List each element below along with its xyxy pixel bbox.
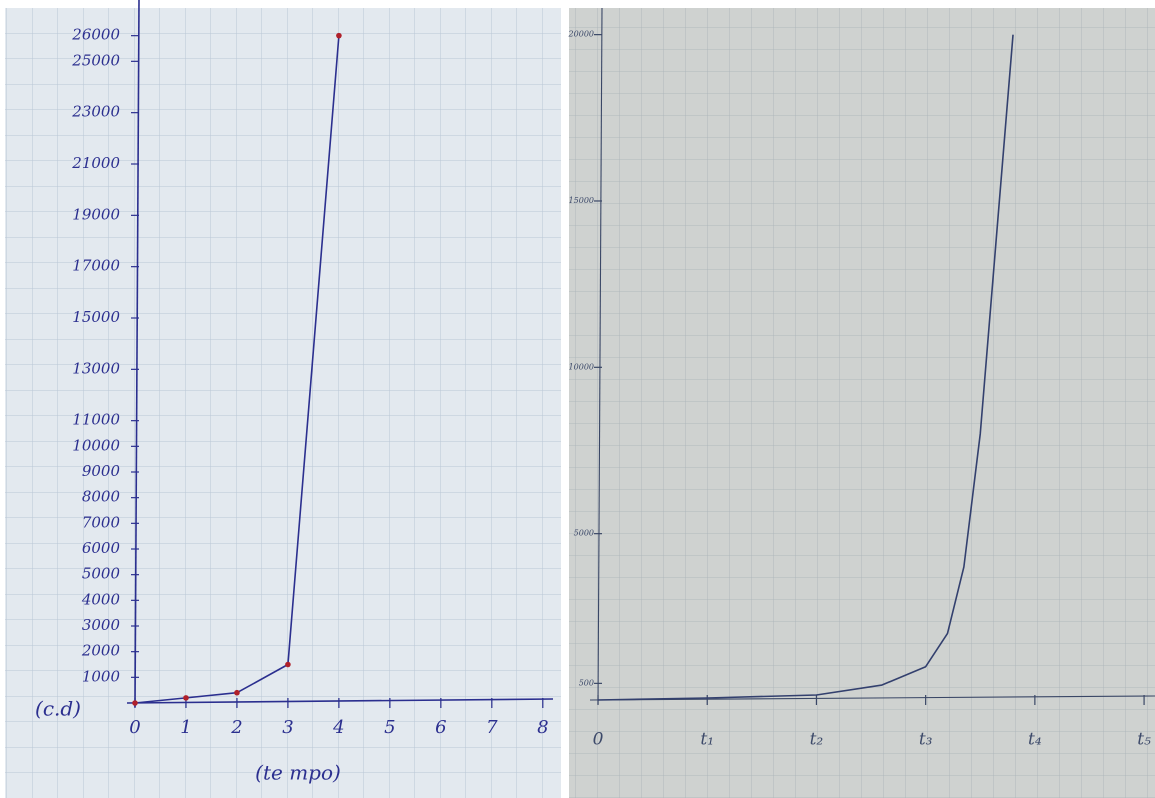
y-tick-label: 17000 (72, 257, 120, 275)
x-tick-label: t₁ (700, 730, 714, 750)
x-axis-label: (te mpo) (255, 761, 341, 785)
x-tick-label: 4 (332, 717, 344, 738)
y-tick-label: 26000 (71, 26, 120, 44)
y-tick-label: 19000 (72, 205, 120, 223)
curve (597, 34, 1014, 701)
y-tick-label: 8000 (82, 488, 121, 506)
y-axis (134, 0, 140, 708)
data-point (336, 32, 342, 39)
y-tick-label: 23000 (71, 103, 120, 121)
x-tick-label: 3 (282, 717, 293, 738)
data-point (285, 661, 291, 668)
y-tick-label: 7000 (82, 513, 121, 531)
y-tick-label: 10000 (569, 362, 594, 371)
y-tick-label: 20000 (568, 30, 594, 39)
x-tick-label: 6 (435, 717, 446, 738)
x-tick-label: t₂ (810, 730, 824, 750)
x-tick-label: 5 (384, 717, 395, 738)
y-tick-label: 11000 (72, 411, 120, 429)
x-tick-label: 2 (230, 717, 242, 738)
y-tick-label: 4000 (81, 590, 121, 608)
y-axis (597, 7, 603, 705)
y-axis-label: (c.d) (35, 697, 81, 721)
x-tick-label: 8 (537, 717, 548, 738)
x-tick-label: 1 (180, 717, 191, 738)
x-tick-label: 7 (486, 717, 498, 738)
y-tick-label: 5000 (574, 529, 594, 538)
x-tick-label: t₅ (1137, 730, 1151, 750)
data-point (183, 695, 189, 701)
y-tick-label: 13000 (72, 359, 120, 377)
y-tick-label: 15000 (569, 196, 594, 205)
plots: 1000200030004000500060007000800090001000… (71, 0, 1155, 750)
x-tick-label: 0 (593, 730, 604, 750)
x-axis (589, 695, 1155, 701)
x-tick-label: t₄ (1028, 730, 1042, 750)
x-axis (126, 698, 554, 704)
y-tick-label: 21000 (71, 154, 120, 172)
y-tick-label: 6000 (82, 539, 121, 557)
y-tick-label: 2000 (81, 642, 121, 660)
data-point (234, 689, 240, 696)
x-tick-label: t₃ (919, 730, 933, 750)
x-tick-label: 0 (129, 717, 140, 738)
y-tick-label: 5000 (82, 565, 121, 583)
y-tick-label: 3000 (82, 616, 121, 634)
y-tick-label: 9000 (82, 462, 121, 480)
y-tick-label: 1000 (82, 667, 121, 685)
y-tick-label: 15000 (72, 308, 120, 326)
grid-paper-right (569, 8, 1155, 798)
y-tick-label: 25000 (71, 51, 120, 69)
data-point (132, 700, 138, 706)
y-tick-label: 10000 (72, 436, 120, 454)
y-tick-label: 500 (579, 678, 594, 687)
